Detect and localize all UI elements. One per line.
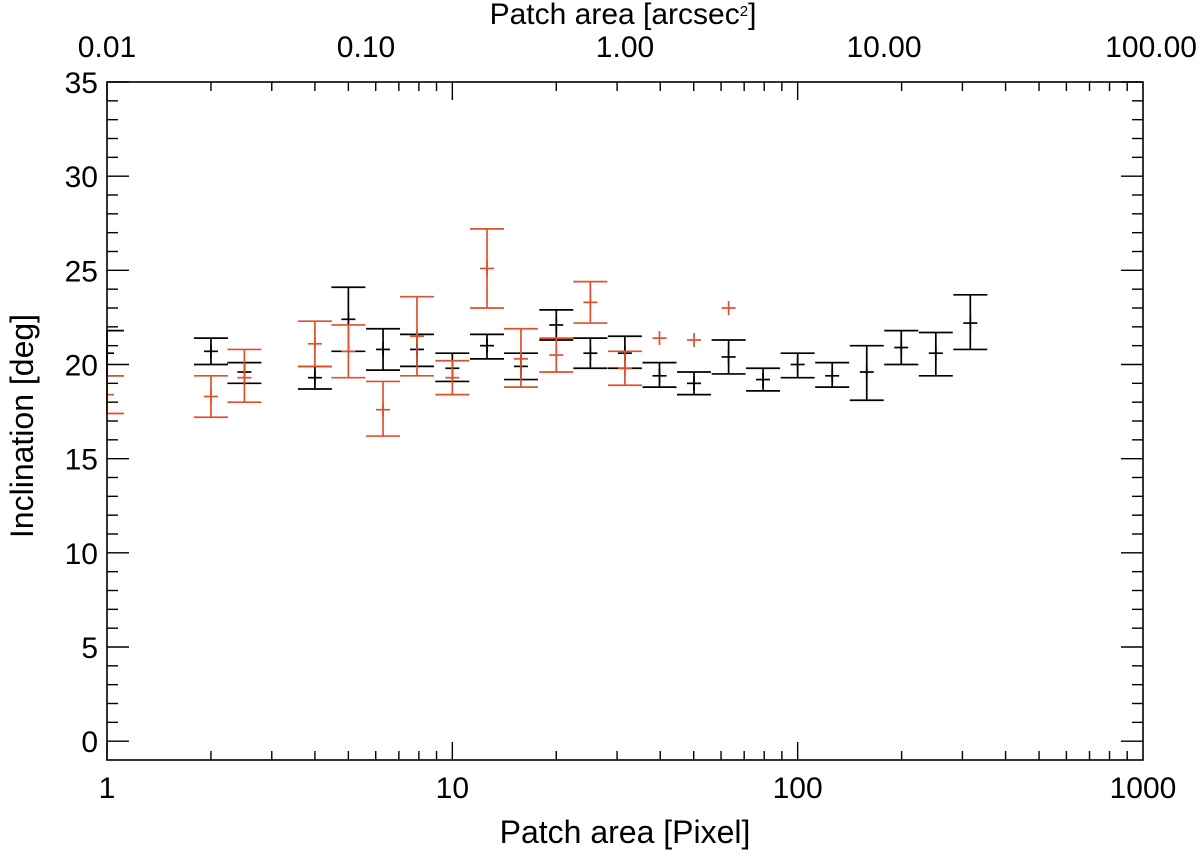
top-x-axis-label-close: ]: [748, 0, 756, 31]
plot-frame: [106, 81, 1144, 761]
data-point-black: [953, 293, 988, 351]
data-point-black: [539, 309, 574, 341]
data-point-black: [469, 333, 504, 360]
x-tick-label: 100: [773, 772, 823, 805]
y-tick-label: 20: [65, 350, 98, 383]
y-tick-label: 25: [65, 255, 98, 288]
x-axis-label: Patch area [Pixel]: [500, 814, 751, 850]
top-x-tick-label: 10.00: [846, 31, 921, 64]
data-point-black: [884, 329, 919, 366]
data-point-red: [106, 374, 124, 415]
data-point-red: [607, 350, 642, 387]
data-point-black: [746, 367, 781, 392]
x-tick-label: 1: [99, 772, 116, 805]
data-point-black: [711, 339, 746, 375]
data-point-red: [503, 327, 538, 388]
y-tick-label: 30: [65, 161, 98, 194]
data-point-red: [652, 331, 667, 346]
y-axis-label: Inclination [deg]: [4, 314, 40, 538]
data-point-red: [331, 324, 366, 379]
top-x-axis-label: Patch area [arcsec2]: [490, 0, 757, 31]
data-point-red: [721, 301, 736, 315]
data-point-red: [297, 320, 332, 368]
data-point-black: [193, 337, 228, 366]
data-point-red: [435, 359, 470, 396]
axis-ticks: [106, 81, 1143, 760]
top-x-axis-label-text: Patch area [arcsec: [490, 0, 740, 31]
data-point-red: [193, 374, 228, 419]
axis-tick-labels: 1 10 100 1000 0.01 0.10 1.00 10.00 100.00 0 5 10 15 2…: [65, 31, 1197, 805]
data-point-black: [642, 361, 677, 388]
x-tick-label: 1000: [1110, 772, 1177, 805]
data-point-red: [687, 333, 702, 348]
data-point-black: [366, 327, 401, 371]
data-point-red: [469, 228, 504, 309]
data-marks: [106, 228, 988, 437]
data-point-red: [399, 295, 434, 377]
y-tick-label: 10: [65, 538, 98, 571]
x-tick-label: 10: [436, 772, 469, 805]
data-point-black: [106, 329, 124, 377]
data-point-black: [780, 352, 815, 379]
data-point-red: [539, 337, 574, 373]
top-x-axis-label-superscript: 2: [740, 3, 748, 20]
data-point-black: [849, 344, 884, 402]
data-point-red: [366, 380, 401, 437]
y-tick-label: 15: [65, 444, 98, 477]
y-tick-label: 0: [81, 726, 98, 759]
data-point-black: [573, 337, 608, 370]
data-point-red: [573, 280, 608, 324]
y-tick-label: 35: [65, 67, 98, 100]
data-point-black: [297, 365, 332, 390]
top-x-tick-label: 0.10: [337, 31, 395, 64]
data-point-red: [227, 348, 262, 404]
data-point-black: [677, 371, 712, 396]
data-point-black: [815, 361, 850, 388]
y-tick-label: 5: [81, 632, 98, 665]
top-x-tick-label: 1.00: [596, 31, 654, 64]
top-x-tick-label: 0.01: [78, 31, 136, 64]
data-point-black: [918, 331, 953, 377]
top-x-tick-label: 100.00: [1105, 31, 1197, 64]
